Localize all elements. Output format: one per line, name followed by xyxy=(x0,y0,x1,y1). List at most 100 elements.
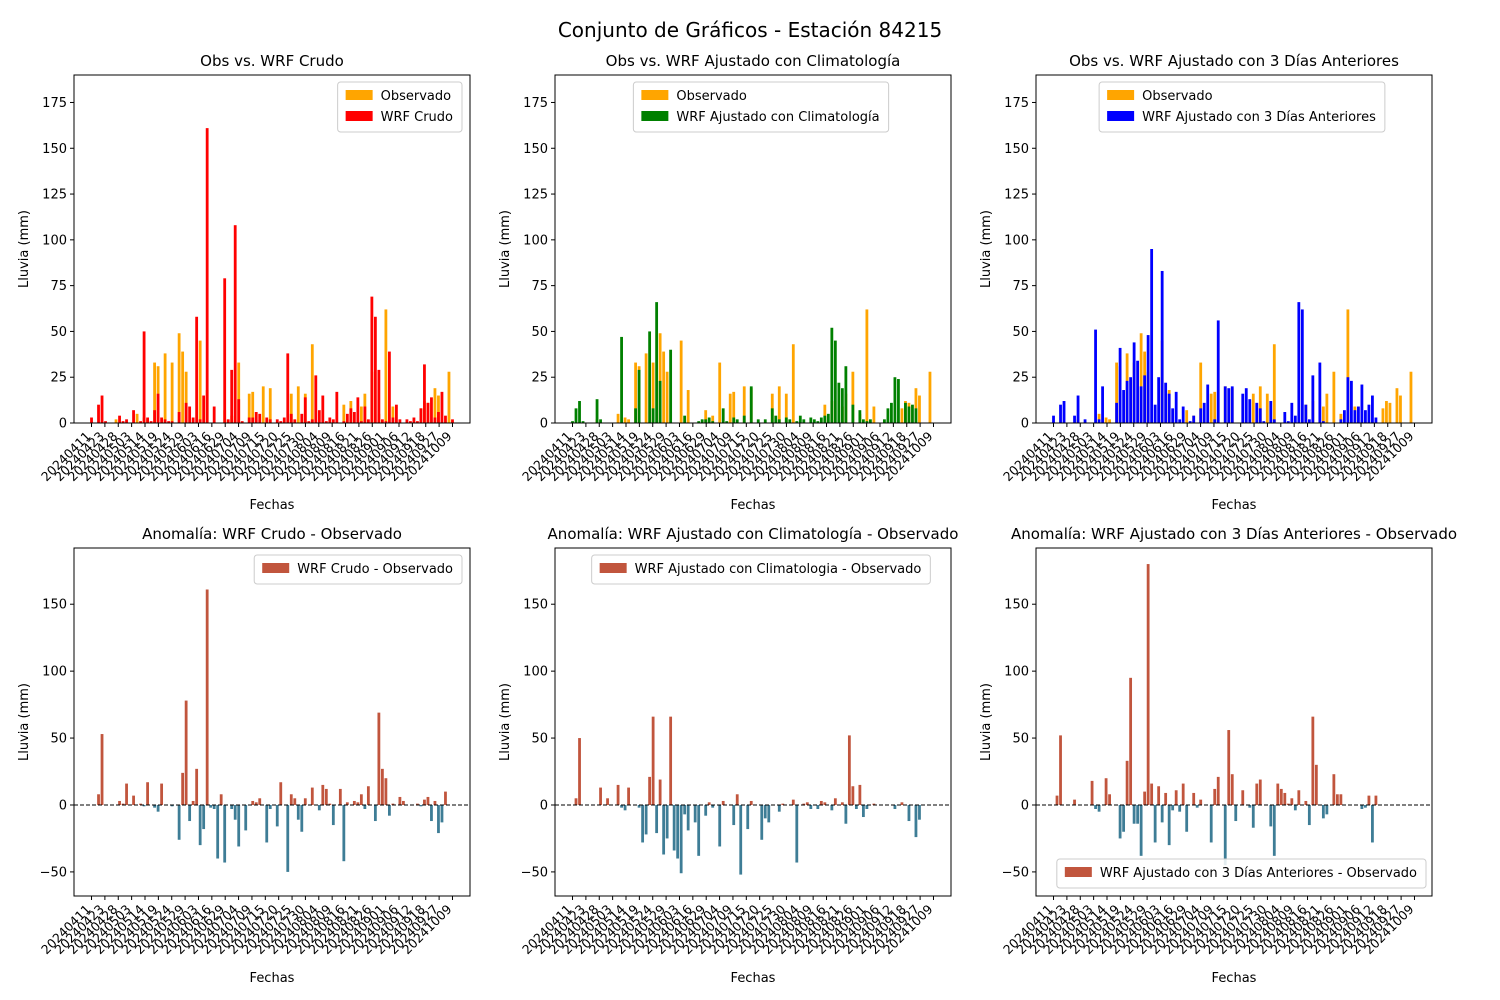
bar xyxy=(1157,377,1161,423)
bar xyxy=(763,419,767,423)
bar xyxy=(658,779,662,805)
bar xyxy=(679,804,683,874)
subplot-title: Anomalía: WRF Ajustado con 3 Días Anteri… xyxy=(1011,525,1457,543)
bar xyxy=(416,421,419,423)
bar xyxy=(669,716,673,805)
bar xyxy=(1325,393,1329,423)
bar xyxy=(1143,375,1147,423)
bar xyxy=(886,408,890,423)
bar xyxy=(202,804,206,830)
y-tick-label: 25 xyxy=(1012,371,1029,386)
legend-box xyxy=(591,554,931,585)
bar xyxy=(742,386,746,423)
bar xyxy=(1073,799,1076,805)
bar xyxy=(1283,412,1287,423)
bar xyxy=(1195,804,1199,808)
bar xyxy=(770,393,774,423)
bar xyxy=(97,404,100,423)
series-2 xyxy=(90,128,454,423)
y-tick-label: 175 xyxy=(523,96,548,111)
bar xyxy=(293,798,297,805)
bar xyxy=(1059,735,1062,805)
legend-swatch xyxy=(1107,111,1135,121)
legend-entry: WRF Ajustado con Climatologia - Observad… xyxy=(635,562,922,577)
y-tick-label: 150 xyxy=(42,598,67,613)
bar xyxy=(1388,402,1392,423)
bar xyxy=(114,419,118,423)
subplot-title: Obs vs. WRF Ajustado con Climatología xyxy=(606,52,901,70)
bar xyxy=(1153,804,1157,843)
bar xyxy=(805,802,809,805)
bar xyxy=(1241,393,1245,423)
bar xyxy=(1132,804,1136,824)
bar xyxy=(1314,764,1318,805)
bar xyxy=(774,415,778,423)
bar xyxy=(191,417,195,423)
bar xyxy=(1290,798,1294,805)
bar xyxy=(1199,362,1203,423)
bar xyxy=(578,738,581,805)
bar xyxy=(595,399,599,423)
bar xyxy=(655,804,659,834)
y-tick-label: 0 xyxy=(59,798,67,813)
bar xyxy=(1143,791,1147,805)
bar xyxy=(181,351,185,423)
bar xyxy=(763,804,767,819)
legend-entry: WRF Ajustado con 3 Días Anteriores xyxy=(1142,110,1376,125)
bar xyxy=(1125,760,1129,805)
bar xyxy=(1216,776,1220,805)
bar xyxy=(118,800,121,805)
y-tick-label: 150 xyxy=(1004,142,1029,157)
bar xyxy=(205,128,209,423)
bar xyxy=(405,419,409,423)
bar xyxy=(1139,333,1143,423)
bar xyxy=(833,340,837,423)
bar xyxy=(1129,377,1133,423)
bar xyxy=(770,408,774,423)
bar xyxy=(205,589,209,805)
bar xyxy=(1185,804,1189,832)
bar xyxy=(377,712,381,805)
bar xyxy=(317,804,321,811)
series-1 xyxy=(574,716,921,875)
x-axis-label: Fechas xyxy=(731,971,776,986)
bar xyxy=(634,408,637,423)
bar xyxy=(735,419,739,423)
bar xyxy=(599,419,602,423)
bar xyxy=(412,417,416,423)
bar xyxy=(303,397,307,423)
y-axis-label: Lluvia (mm) xyxy=(979,683,994,761)
series-1 xyxy=(97,589,447,872)
bar xyxy=(854,804,858,809)
bar xyxy=(1108,419,1111,423)
bar xyxy=(395,404,398,423)
bar xyxy=(1258,779,1262,805)
bar xyxy=(328,803,332,805)
y-tick-label: −50 xyxy=(40,865,67,880)
bar xyxy=(1300,309,1304,423)
bar xyxy=(904,402,907,423)
bar xyxy=(1360,384,1364,423)
bar xyxy=(1209,393,1213,423)
axes-frame xyxy=(73,74,471,424)
bar xyxy=(1153,404,1157,423)
bar xyxy=(795,804,799,863)
bar xyxy=(704,410,708,423)
bar xyxy=(802,803,806,805)
bar xyxy=(398,796,402,805)
bar xyxy=(1293,804,1297,811)
bar xyxy=(1374,795,1378,805)
bar xyxy=(1325,804,1329,815)
bar xyxy=(160,783,164,805)
bar xyxy=(693,804,697,823)
y-tick-label: 50 xyxy=(1012,325,1029,340)
bar xyxy=(777,804,781,812)
bar xyxy=(391,803,395,805)
bar xyxy=(1286,421,1290,423)
bar xyxy=(869,419,872,423)
bar xyxy=(1230,386,1234,423)
bar xyxy=(847,735,851,805)
bar xyxy=(1307,804,1311,826)
y-tick-label: 100 xyxy=(42,233,67,248)
y-tick-label: 125 xyxy=(1004,188,1029,203)
